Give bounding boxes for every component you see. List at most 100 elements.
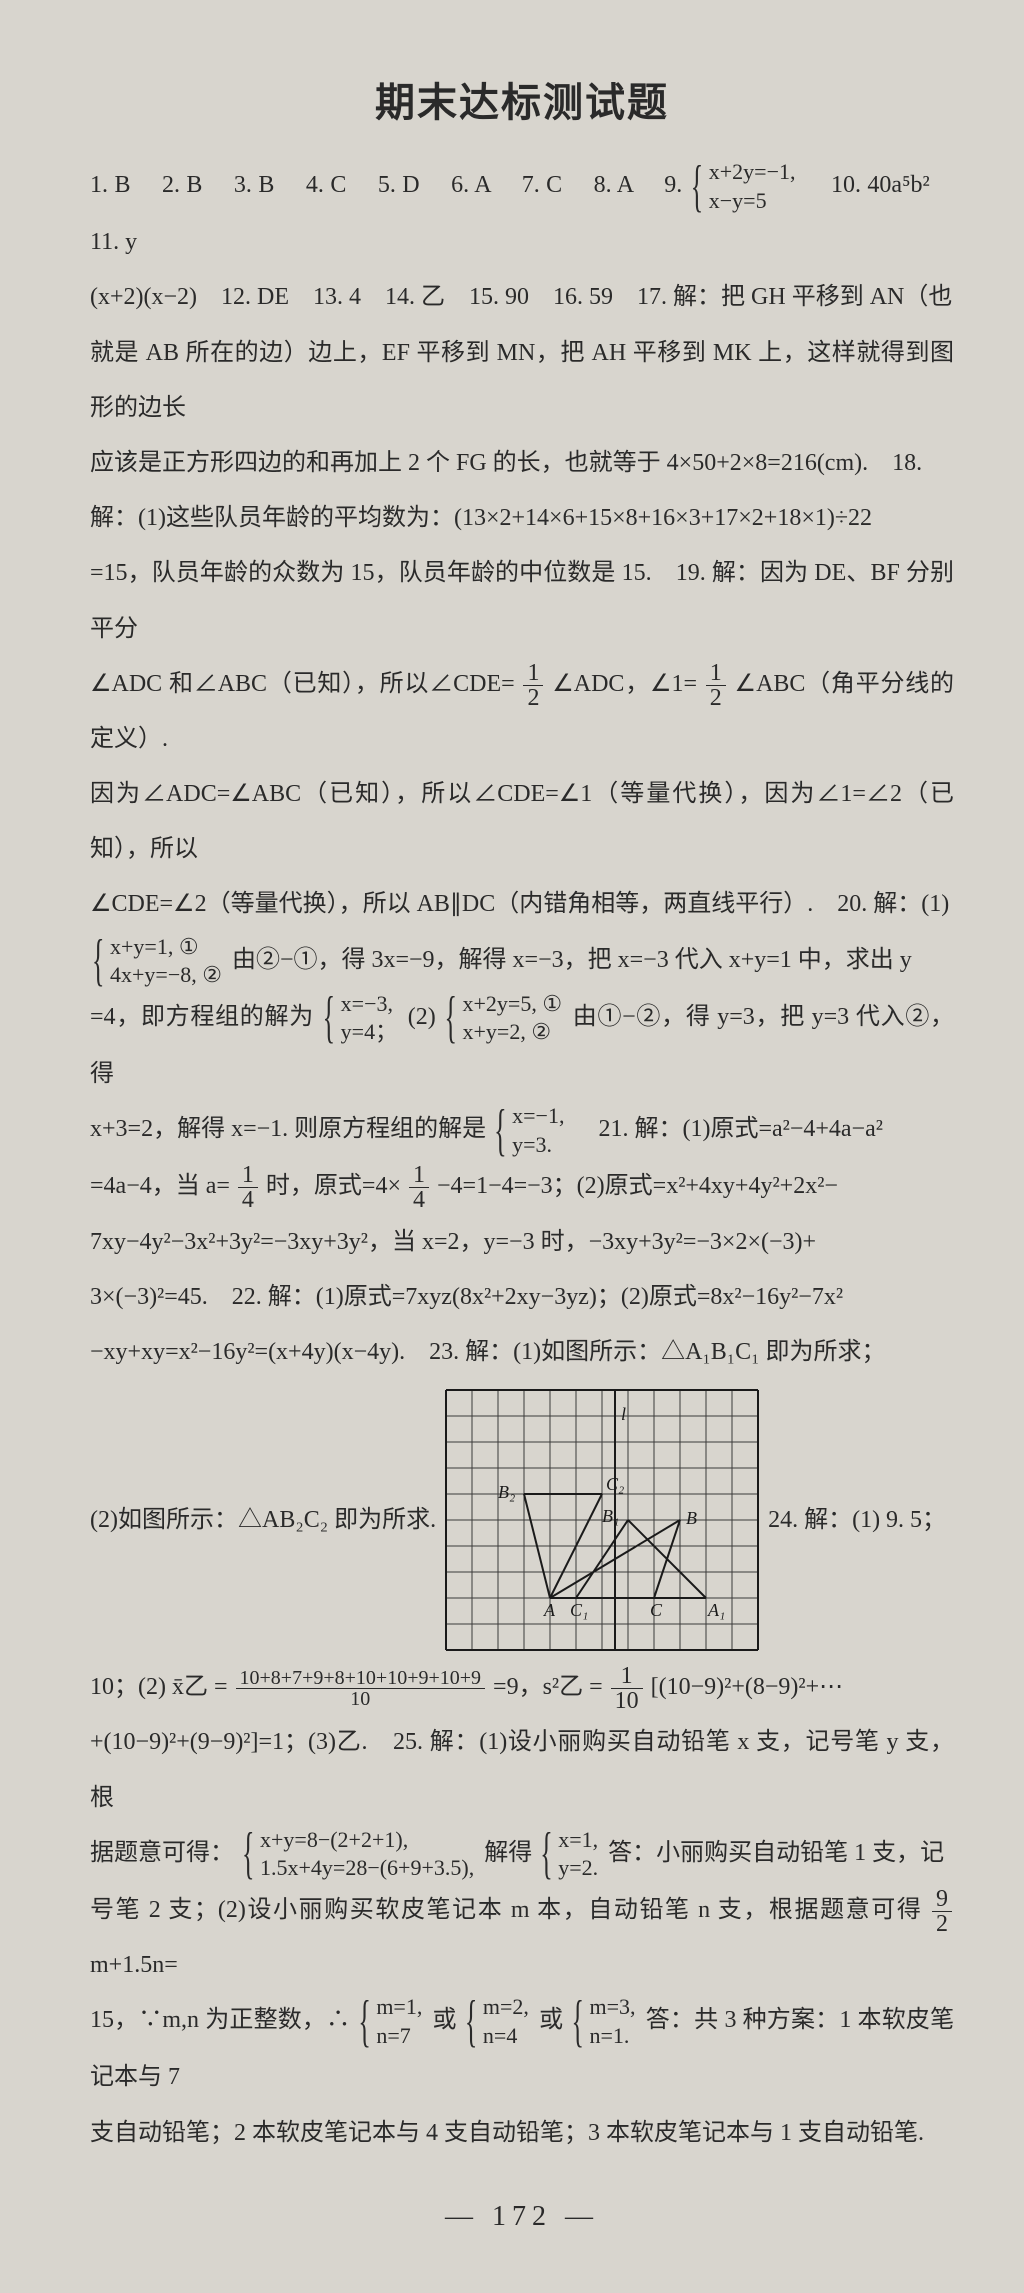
frac-num: 1: [238, 1163, 258, 1188]
page-title: 期末达标测试题: [90, 70, 954, 128]
sys-row: x+y=2, ②: [463, 1018, 563, 1047]
q20-system-4: x=−1, y=3.: [496, 1102, 564, 1159]
q24-label: 24. 解：(1) 9. 5；: [768, 1493, 946, 1548]
frac-den: 10: [236, 1689, 486, 1709]
text-line: 3×(−3)²=45. 22. 解：(1)原式=7xyz(8x²+2xy−3yz…: [90, 1284, 843, 1310]
text-line: =15，队员年龄的众数为 15，队员年龄的中位数是 15. 19. 解：因为 D…: [90, 560, 954, 641]
text-line: −xy+xy=x²−16y²=(x+4y)(x−4y). 23. 解：(1)如图…: [90, 1339, 886, 1365]
sys-row: x=1,: [558, 1826, 598, 1855]
q25-system-1: x+y=8−(2+2+1), 1.5x+4y=28−(6+9+3.5),: [244, 1826, 474, 1883]
ans-6: 6. A: [451, 172, 490, 198]
frac-den: 2: [932, 1912, 952, 1936]
frac-num: 1: [611, 1664, 643, 1689]
text-line: 就是 AB 所在的边）边上，EF 平移到 MN，把 AH 平移到 MK 上，这样…: [90, 340, 954, 421]
text-line: ∠CDE=∠2（等量代换），所以 AB∥DC（内错角相等，两直线平行）. 20.…: [90, 891, 949, 917]
ans-1: 1. B: [90, 172, 131, 198]
sys-row: x+2y=5, ①: [463, 990, 563, 1019]
sys-row: x−y=5: [709, 187, 796, 216]
page: 期末达标测试题 1. B 2. B 3. B 4. C 5. D 6. A 7.…: [0, 0, 1024, 2293]
text-line: 答：小丽购买自动铅笔 1 支，记: [608, 1840, 944, 1866]
text-line: (2): [408, 1004, 436, 1030]
svg-text:C₁: C₁: [570, 1600, 588, 1620]
svg-text:B₂: B₂: [498, 1482, 515, 1502]
sys-row: x=−3,: [341, 990, 397, 1019]
q25-system-B: m=2, n=4: [467, 1993, 529, 2050]
text-line: m+1.5n=: [90, 1952, 178, 1978]
text-line: 21. 解：(1)原式=a²−4+4a−a²: [598, 1116, 882, 1142]
answer-body: 1. B 2. B 3. B 4. C 5. D 6. A 7. C 8. A …: [90, 158, 954, 2161]
ans-10: 10. 40a⁵b²: [831, 172, 930, 198]
sys-row: n=1.: [590, 2022, 636, 2051]
fraction-long: 10+8+7+9+8+10+10+9+10+9 10: [236, 1668, 486, 1709]
fraction-half: 1 2: [523, 661, 543, 710]
sys-row: y=2.: [558, 1854, 598, 1883]
frac-den: 10: [611, 1689, 643, 1713]
frac-num: 1: [409, 1163, 429, 1188]
sys-row: 4x+y=−8, ②: [110, 961, 222, 990]
text-line: 号笔 2 支；(2)设小丽购买软皮笔记本 m 本，自动铅笔 n 支，根据题意可得: [90, 1897, 922, 1923]
sys-row: m=2,: [483, 1993, 529, 2022]
frac-num: 9: [932, 1887, 952, 1912]
text-line: =4a−4，当 a=: [90, 1173, 230, 1199]
text-line: 10；(2) x̄乙 =: [90, 1674, 228, 1700]
svg-text:A₁: A₁: [707, 1600, 725, 1620]
ans-5: 5. D: [378, 172, 420, 198]
text-line: 应该是正方形四边的和再加上 2 个 FG 的长，也就等于 4×50+2×8=21…: [90, 450, 922, 476]
svg-text:A: A: [543, 1600, 556, 1620]
sys-row: y=4；: [341, 1018, 397, 1047]
sys-row: y=3.: [512, 1131, 564, 1160]
svg-text:C₂: C₂: [606, 1474, 624, 1494]
ans-4: 4. C: [306, 172, 347, 198]
q25-system-A: m=1, n=7: [360, 1993, 422, 2050]
text-line: x+3=2，解得 x=−1. 则原方程组的解是: [90, 1116, 486, 1142]
frac-den: 2: [706, 686, 726, 710]
sys-row: m=1,: [376, 1993, 422, 2022]
text-line: [(10−9)²+(8−9)²+⋯: [651, 1674, 844, 1700]
svg-text:B₁: B₁: [602, 1506, 619, 1526]
frac-num: 10+8+7+9+8+10+10+9+10+9: [236, 1668, 486, 1689]
text-line: ∠ADC，∠1=: [552, 671, 697, 697]
sys-row: m=3,: [590, 1993, 636, 2022]
text-line: 15，∵m,n 为正整数，∴: [90, 2007, 350, 2033]
text-line: 解得: [484, 1840, 532, 1866]
text-line: −4=1−4=−3；(2)原式=x²+4xy+4y²+2x²−: [437, 1173, 838, 1199]
svg-text:B: B: [686, 1508, 697, 1528]
text-line: 解：(1)这些队员年龄的平均数为：(13×2+14×6+15×8+16×3+17…: [90, 505, 872, 531]
text-line: =4，即方程组的解为: [90, 1004, 314, 1030]
ans-11: 11. y: [90, 229, 137, 255]
q25-system-C: m=3, n=1.: [574, 1993, 636, 2050]
ans-8: 8. A: [594, 172, 633, 198]
frac-num: 1: [523, 661, 543, 686]
fraction-tenth: 1 10: [611, 1664, 643, 1713]
frac-den: 4: [238, 1188, 258, 1212]
svg-text:l: l: [621, 1404, 626, 1424]
text-line: =9，s²乙 =: [493, 1674, 603, 1700]
text-line: 7xy−4y²−3x²+3y²=−3xy+3y²，当 x=2，y=−3 时，−3…: [90, 1229, 816, 1255]
grid-figure: l A C B A₁ C₁ B₁ B₂ C₂: [436, 1380, 768, 1660]
ans-7: 7. C: [522, 172, 563, 198]
q20-system-2: x=−3, y=4；: [325, 990, 397, 1047]
frac-den: 4: [409, 1188, 429, 1212]
grid-svg: l A C B A₁ C₁ B₁ B₂ C₂: [436, 1380, 768, 1660]
fraction-quarter: 1 4: [409, 1163, 429, 1212]
ans-2: 2. B: [162, 172, 203, 198]
fraction-quarter: 1 4: [238, 1163, 258, 1212]
sys-row: x+2y=−1,: [709, 158, 796, 187]
sys-row: x=−1,: [512, 1102, 564, 1131]
sys-row: x+y=8−(2+2+1),: [260, 1826, 474, 1855]
q20-system-1: x+y=1, ① 4x+y=−8, ②: [94, 933, 222, 990]
ans-3: 3. B: [234, 172, 275, 198]
text-or: 或: [433, 2007, 457, 2033]
q25-system-2: x=1, y=2.: [542, 1826, 598, 1883]
ans-9-label: 9.: [664, 172, 682, 198]
fraction-half: 1 2: [706, 661, 726, 710]
text-line: 据题意可得：: [90, 1840, 234, 1866]
ans-9-system: x+2y=−1, x−y=5: [693, 158, 796, 215]
frac-num: 1: [706, 661, 726, 686]
text-line: 时，原式=4×: [266, 1173, 401, 1199]
text-line: 由②−①，得 3x=−9，解得 x=−3，把 x=−3 代入 x+y=1 中，求…: [232, 947, 912, 973]
page-number: — 172 —: [90, 2201, 954, 2233]
text-line: +(10−9)²+(9−9)²]=1；(3)乙. 25. 解：(1)设小丽购买自…: [90, 1729, 954, 1810]
q23-part2-text: (2)如图所示：△AB₂C₂ 即为所求.: [90, 1493, 436, 1548]
svg-text:C: C: [650, 1600, 663, 1620]
